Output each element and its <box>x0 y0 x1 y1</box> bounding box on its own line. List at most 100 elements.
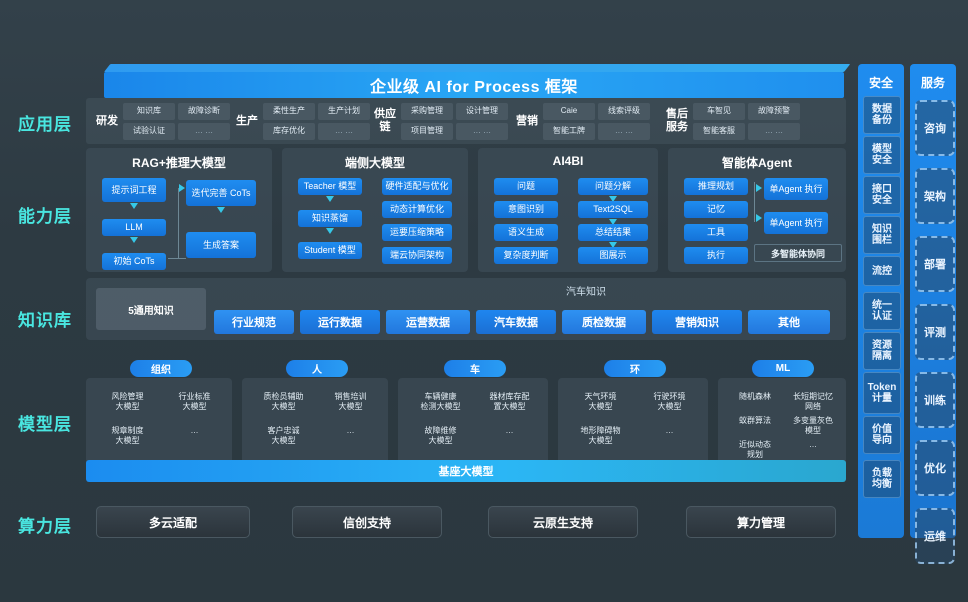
model-group-pill[interactable]: 组织 <box>130 360 192 377</box>
model-item[interactable]: 天气环境 大模型 <box>584 392 617 411</box>
model-item[interactable]: … <box>505 426 514 435</box>
capability-node[interactable]: LLM <box>102 219 166 236</box>
model-item[interactable]: … <box>665 426 674 435</box>
capability-node[interactable]: 工具 <box>684 224 748 241</box>
service-item[interactable]: 运维 <box>915 508 955 564</box>
model-item[interactable]: 近似动态 规划 <box>739 440 771 459</box>
capability-node[interactable]: 单Agent 执行 <box>764 212 828 234</box>
security-item[interactable]: 模型 安全 <box>863 136 901 174</box>
knowledge-chip[interactable]: 运营数据 <box>386 310 470 334</box>
security-item[interactable]: 负载 均衡 <box>863 460 901 498</box>
application-cell[interactable]: 智能工牌 <box>543 122 595 140</box>
model-item[interactable]: … <box>346 426 355 435</box>
application-cell[interactable]: 项目管理 <box>401 122 453 140</box>
model-item[interactable]: 多变量灰色 模型 <box>793 416 833 435</box>
model-group-pill[interactable]: 车 <box>444 360 506 377</box>
compute-box[interactable]: 算力管理 <box>686 506 836 538</box>
model-item[interactable]: 随机森林 <box>739 392 771 401</box>
application-cell[interactable]: 知识库 <box>123 102 175 120</box>
application-cell[interactable]: 设计管理 <box>456 102 508 120</box>
model-item[interactable]: … <box>809 440 817 449</box>
security-item[interactable]: 接口 安全 <box>863 176 901 214</box>
knowledge-chip[interactable]: 其他 <box>748 310 830 334</box>
model-item[interactable]: 风险管理 大模型 <box>111 392 144 411</box>
capability-node[interactable]: 复杂度判断 <box>494 247 558 264</box>
security-item[interactable]: 统一 认证 <box>863 292 901 330</box>
model-group-pill[interactable]: 人 <box>286 360 348 377</box>
application-cell[interactable]: Caie <box>543 102 595 120</box>
service-item[interactable]: 优化 <box>915 440 955 496</box>
application-cell[interactable]: 线索评级 <box>598 102 650 120</box>
knowledge-chip[interactable]: 质检数据 <box>562 310 646 334</box>
model-group-pill[interactable]: ML <box>752 360 814 377</box>
capability-node[interactable]: 提示词工程 <box>102 178 166 202</box>
security-item[interactable]: 数据 备份 <box>863 96 901 134</box>
application-cell[interactable]: … … <box>318 122 370 140</box>
compute-box[interactable]: 云原生支持 <box>488 506 638 538</box>
capability-node[interactable]: Teacher 模型 <box>298 178 362 195</box>
security-item[interactable]: Token 计量 <box>863 372 901 414</box>
application-cell[interactable]: 车智见 <box>693 102 745 120</box>
model-item[interactable]: 故障维修 大模型 <box>424 426 457 445</box>
knowledge-chip[interactable]: 行业规范 <box>214 310 294 334</box>
compute-box[interactable]: 信创支持 <box>292 506 442 538</box>
application-cell[interactable]: 智能客服 <box>693 122 745 140</box>
model-item[interactable]: 长短期记忆 网络 <box>793 392 833 411</box>
application-cell[interactable]: … … <box>178 122 230 140</box>
model-item[interactable]: 质检员辅助 大模型 <box>263 392 304 411</box>
application-cell[interactable]: … … <box>748 122 800 140</box>
application-cell[interactable]: 故障预警 <box>748 102 800 120</box>
capability-node[interactable]: 推理规划 <box>684 178 748 195</box>
security-item[interactable]: 流控 <box>863 256 901 286</box>
model-item[interactable]: 车辆健康 检测大模型 <box>420 392 461 411</box>
capability-node[interactable]: 意图识别 <box>494 201 558 218</box>
capability-node[interactable]: 执行 <box>684 247 748 264</box>
knowledge-chip[interactable]: 汽车数据 <box>476 310 556 334</box>
model-item[interactable]: 行业标准 大模型 <box>178 392 211 411</box>
knowledge-chip[interactable]: 营销知识 <box>652 310 742 334</box>
application-cell[interactable]: 柔性生产 <box>263 102 315 120</box>
capability-node[interactable]: 总结结果 <box>578 224 648 241</box>
application-cell[interactable]: 试验认证 <box>123 122 175 140</box>
capability-node[interactable]: 生成答案 <box>186 232 256 258</box>
capability-node[interactable]: 动态计算优化 <box>382 201 452 218</box>
model-item[interactable]: 蚁群算法 <box>739 416 771 425</box>
model-item[interactable]: 行驶环境 大模型 <box>653 392 686 411</box>
capability-node[interactable]: 问题 <box>494 178 558 195</box>
model-item[interactable]: 客户忠诚 大模型 <box>267 426 300 445</box>
application-cell[interactable]: 故障诊断 <box>178 102 230 120</box>
capability-node[interactable]: 知识蒸馏 <box>298 210 362 227</box>
security-item[interactable]: 价值 导向 <box>863 416 901 454</box>
knowledge-chip[interactable]: 运行数据 <box>300 310 380 334</box>
security-item[interactable]: 知识 围栏 <box>863 216 901 254</box>
service-item[interactable]: 评测 <box>915 304 955 360</box>
capability-node[interactable]: 硬件适配与优化 <box>382 178 452 195</box>
capability-node[interactable]: Text2SQL <box>578 201 648 218</box>
capability-node[interactable]: 运要压缩策略 <box>382 224 452 241</box>
application-cell[interactable]: … … <box>598 122 650 140</box>
service-item[interactable]: 训练 <box>915 372 955 428</box>
compute-box[interactable]: 多云适配 <box>96 506 250 538</box>
model-item[interactable]: 地形障碍物 大模型 <box>580 426 621 445</box>
service-item[interactable]: 架构 <box>915 168 955 224</box>
application-cell[interactable]: … … <box>456 122 508 140</box>
capability-node[interactable]: 记忆 <box>684 201 748 218</box>
model-item[interactable]: … <box>190 426 199 435</box>
security-item[interactable]: 资源 隔离 <box>863 332 901 370</box>
model-item[interactable]: 器材库存配 置大模型 <box>489 392 530 411</box>
model-group-pill[interactable]: 环 <box>604 360 666 377</box>
application-cell[interactable]: 库存优化 <box>263 122 315 140</box>
application-cell[interactable]: 采购管理 <box>401 102 453 120</box>
application-cell[interactable]: 生产计划 <box>318 102 370 120</box>
capability-node[interactable]: 图展示 <box>578 247 648 264</box>
capability-node[interactable]: Student 模型 <box>298 242 362 259</box>
capability-node[interactable]: 初始 CoTs <box>102 253 166 270</box>
model-item[interactable]: 规章制度 大模型 <box>111 426 144 445</box>
capability-node[interactable]: 语义生成 <box>494 224 558 241</box>
service-item[interactable]: 咨询 <box>915 100 955 156</box>
model-item[interactable]: 销售培训 大模型 <box>334 392 367 411</box>
service-item[interactable]: 部署 <box>915 236 955 292</box>
capability-node[interactable]: 单Agent 执行 <box>764 178 828 200</box>
capability-node[interactable]: 端云协同架构 <box>382 247 452 264</box>
capability-node[interactable]: 问题分解 <box>578 178 648 195</box>
